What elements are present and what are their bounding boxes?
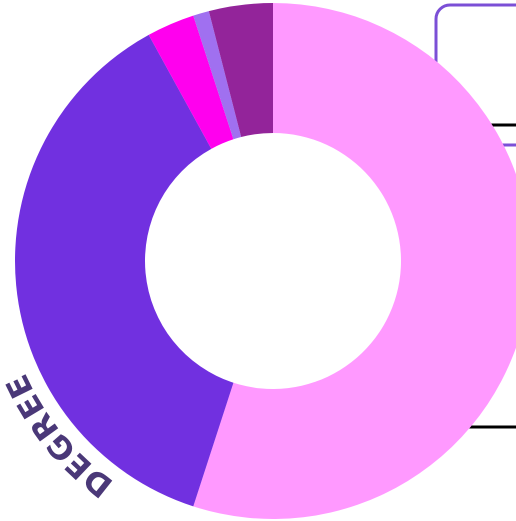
slice [193, 3, 516, 519]
slices [15, 3, 516, 519]
slice [148, 15, 234, 149]
slice [15, 34, 234, 507]
slice [193, 11, 242, 140]
slice [208, 3, 273, 138]
